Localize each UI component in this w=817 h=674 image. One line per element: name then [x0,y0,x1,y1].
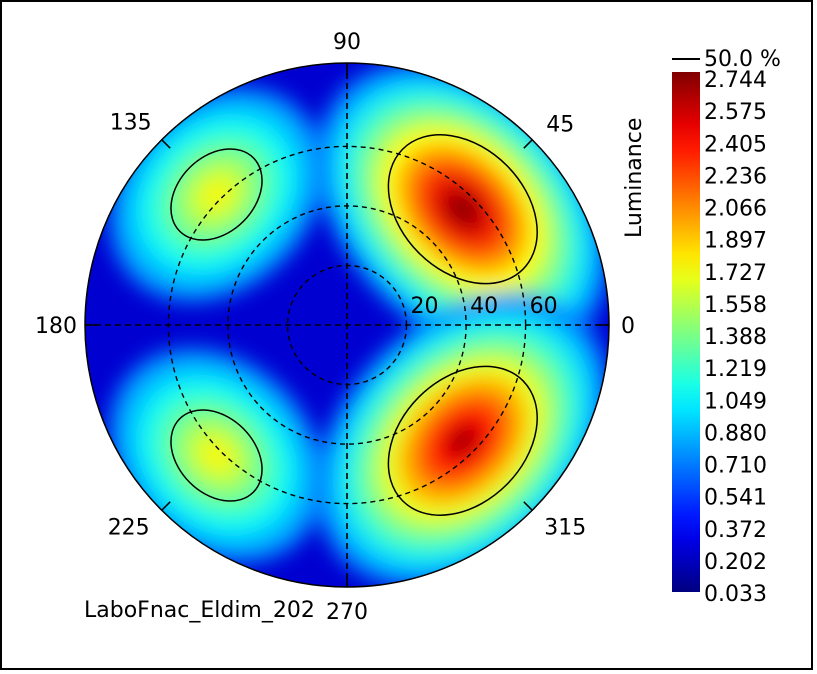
colorbar-tick-label: 2.575 [704,100,767,125]
colorbar-tick-label: 0.710 [704,454,767,479]
radial-label-20: 20 [411,294,439,319]
colorbar-tick-label: 0.372 [704,518,767,543]
heatmap-lobe-45 [315,63,609,357]
colorbar-tick-label: 1.388 [704,325,767,350]
azimuth-tick-315 [523,501,533,511]
colorbar-tick-label: 1.727 [704,261,767,286]
contour-315 [387,365,538,516]
colorbar-tick-label: 1.558 [704,293,767,318]
colorbar-quantity-label: Luminance [622,118,647,238]
azimuth-label-45: 45 [546,113,574,138]
colorbar-tick-label: 2.236 [704,164,767,189]
colorbar-tick-labels: 2.744 2.575 2.405 2.236 2.066 1.897 1.727 1.558… [704,68,767,607]
contour-135 [170,148,263,241]
azimuth-label-0: 0 [621,314,635,339]
azimuth-label-135: 135 [110,111,152,136]
azimuth-tick-225 [161,501,171,511]
colorbar-tick-label: 2.066 [704,197,767,222]
colorbar-tick-label: 1.897 [704,229,767,254]
azimuth-label-225: 225 [108,515,150,540]
radial-label-40: 40 [470,294,498,319]
azimuth-labels: 0 45 90 135 180 225 270 315 [35,30,635,625]
azimuth-label-315: 315 [544,515,586,540]
colorbar-tick-label: 2.744 [704,68,767,93]
colorbar-tick-label: 0.541 [704,486,767,511]
radial-label-60: 60 [530,294,558,319]
azimuth-label-270: 270 [326,600,368,625]
azimuth-ticks [85,63,609,587]
contour-225 [170,409,263,502]
colorbar-tick-label: 1.219 [704,357,767,382]
colorbar-tick-label: 0.033 [704,582,767,607]
azimuth-label-180: 180 [35,314,77,339]
colorbar-tick-label: 1.049 [704,389,767,414]
polar-grid [85,63,609,587]
colorbar-tick-label: 0.880 [704,421,767,446]
heatmap-lobe-135 [108,86,325,303]
azimuth-tick-45 [523,139,533,149]
colorbar-tick-label: 2.405 [704,132,767,157]
radial-labels: 20 40 60 [411,294,558,319]
contour-legend-label: 50.0 % [704,47,781,72]
colorbar [672,72,700,592]
contour-45 [387,134,538,285]
azimuth-tick-135 [161,139,171,149]
contour-lines-50pct [170,134,538,516]
footer-text: LaboFnac_Eldim_202 [84,598,315,623]
azimuth-label-90: 90 [333,30,361,55]
colorbar-tick-label: 0.202 [704,550,767,575]
